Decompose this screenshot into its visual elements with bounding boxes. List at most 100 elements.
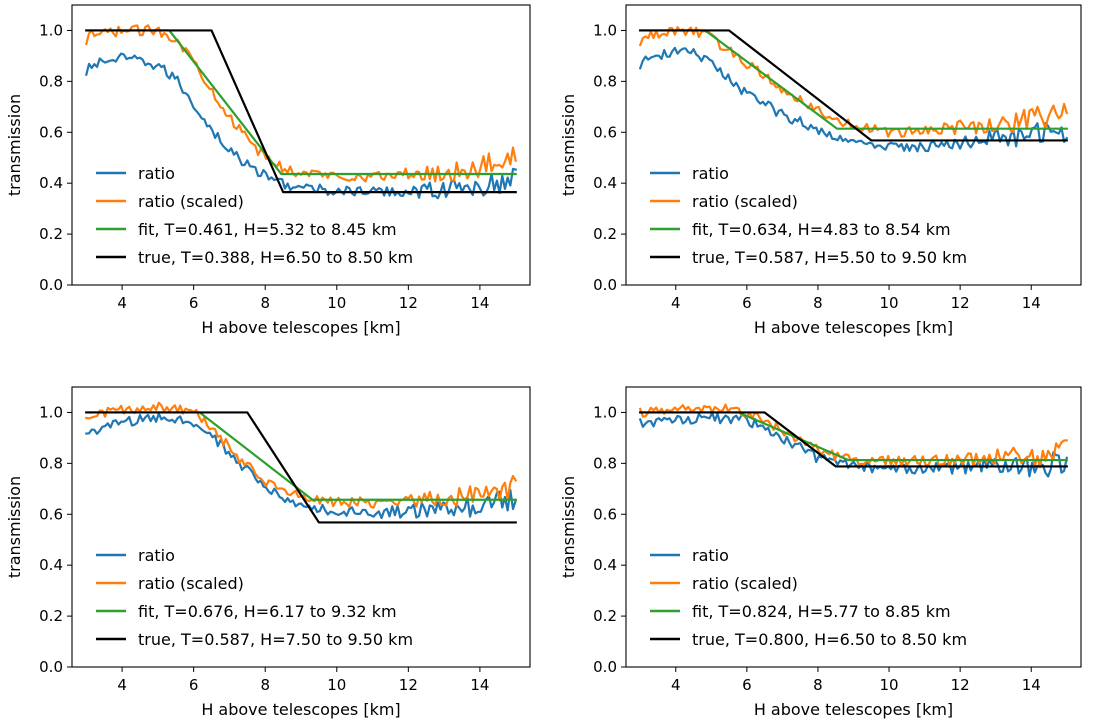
chart-panel-3: 4 6 8 10 12 14 0.0 0.2 0.4 0.6 0.8 1.0 H above teles… [5, 386, 531, 719]
y-tick-label: 0.8 [593, 454, 617, 472]
legend-entry: fit, T=0.676, H=6.17 to 9.32 km [138, 602, 397, 621]
series-group [638, 403, 1069, 478]
x-tick-label: 6 [189, 676, 199, 694]
y-tick-label: 0.2 [593, 225, 617, 243]
y-tick-label: 0.4 [593, 174, 617, 192]
y-tick-label: 1.0 [593, 21, 617, 39]
x-tick-label: 12 [399, 676, 418, 694]
series-line-1 [85, 412, 518, 520]
x-tick-label: 14 [470, 294, 489, 312]
legend-entry: ratio (scaled) [138, 574, 244, 593]
legend-entry: fit, T=0.824, H=5.77 to 8.85 km [692, 602, 951, 621]
legend: ratio ratio (scaled) fit, T=0.461, H=5.32 … [96, 164, 413, 267]
x-tick-label: 10 [327, 676, 346, 694]
legend-entry: ratio (scaled) [692, 574, 798, 593]
axes-frame [71, 4, 531, 286]
y-tick-label: 0.6 [39, 123, 63, 141]
legend-entry: true, T=0.388, H=6.50 to 8.50 km [138, 248, 413, 267]
x-tick-label: 10 [880, 294, 899, 312]
x-tick-label: 14 [1022, 676, 1041, 694]
x-tick-label: 8 [260, 676, 270, 694]
series-line-3 [639, 29, 1068, 130]
legend-entry: fit, T=0.634, H=4.83 to 8.54 km [692, 220, 951, 239]
y-tick-label: 0.2 [39, 607, 63, 625]
x-tick-label: 6 [742, 294, 752, 312]
y-tick-label: 0.8 [39, 72, 63, 90]
x-tick-label: 4 [117, 294, 127, 312]
axes-frame [625, 386, 1082, 668]
x-tick-label: 8 [260, 294, 270, 312]
series-line-4 [639, 29, 1068, 142]
y-tick-label: 1.0 [593, 403, 617, 421]
chart-panel-4: 4 6 8 10 12 14 0.0 0.2 0.4 0.6 0.8 1.0 H above teles… [559, 386, 1082, 719]
series-line-3 [639, 411, 1068, 462]
y-axis-label: transmission [559, 476, 578, 578]
x-tick-label: 4 [117, 676, 127, 694]
x-tick-label: 6 [742, 676, 752, 694]
legend-entry: true, T=0.587, H=5.50 to 9.50 km [692, 248, 967, 267]
legend-entry: fit, T=0.461, H=5.32 to 8.45 km [138, 220, 397, 239]
y-tick-label: 0.0 [593, 658, 617, 676]
axes-frame [625, 4, 1082, 286]
y-tick-label: 0.6 [593, 123, 617, 141]
series-line-1 [84, 52, 518, 200]
legend-entry: ratio [692, 546, 729, 565]
x-tick-label: 10 [327, 294, 346, 312]
legend-entry: ratio [138, 546, 175, 565]
y-tick-label: 0.2 [593, 607, 617, 625]
x-tick-label: 14 [1022, 294, 1041, 312]
series-line-2 [84, 24, 517, 183]
chart-panel-2: 4 6 8 10 12 14 0.0 0.2 0.4 0.6 0.8 1.0 H above teles… [559, 4, 1082, 337]
series-line-4 [85, 29, 517, 194]
series-group [85, 401, 518, 524]
y-tick-label: 0.4 [593, 556, 617, 574]
y-tick-label: 0.8 [593, 72, 617, 90]
series-group [84, 24, 518, 200]
x-tick-label: 6 [189, 294, 199, 312]
y-tick-label: 0.0 [39, 276, 63, 294]
y-tick-label: 0.6 [593, 505, 617, 523]
chart-panel-1: 4 6 8 10 12 14 0.0 0.2 0.4 0.6 0.8 1.0 H above teles… [5, 4, 531, 337]
legend: ratio ratio (scaled) fit, T=0.634, H=4.83 … [650, 164, 967, 267]
x-tick-label: 10 [880, 676, 899, 694]
x-tick-label: 12 [951, 676, 970, 694]
x-axis-label: H above telescopes [km] [201, 700, 400, 719]
series-group [638, 26, 1069, 153]
legend: ratio ratio (scaled) fit, T=0.676, H=6.17 … [96, 546, 413, 649]
y-tick-label: 0.8 [39, 454, 63, 472]
x-tick-label: 8 [813, 676, 823, 694]
x-tick-label: 4 [671, 294, 681, 312]
y-tick-label: 0.2 [39, 225, 63, 243]
y-tick-label: 0.0 [39, 658, 63, 676]
y-axis-label: transmission [5, 94, 24, 196]
y-tick-label: 0.0 [593, 276, 617, 294]
x-tick-label: 4 [671, 676, 681, 694]
legend-entry: ratio [138, 164, 175, 183]
series-line-4 [639, 411, 1068, 468]
legend-entry: true, T=0.587, H=7.50 to 9.50 km [138, 630, 413, 649]
series-line-2 [638, 26, 1069, 138]
series-line-3 [85, 29, 517, 176]
series-line-2 [638, 403, 1068, 469]
y-axis-label: transmission [559, 94, 578, 196]
legend: ratio ratio (scaled) fit, T=0.824, H=5.77 … [650, 546, 967, 649]
x-tick-label: 12 [399, 294, 418, 312]
y-tick-label: 1.0 [39, 403, 63, 421]
legend-entry: ratio (scaled) [692, 192, 798, 211]
legend-entry: ratio (scaled) [138, 192, 244, 211]
series-line-1 [638, 46, 1069, 153]
y-tick-label: 0.4 [39, 556, 63, 574]
series-line-4 [85, 411, 517, 524]
x-axis-label: H above telescopes [km] [754, 700, 953, 719]
x-tick-label: 8 [813, 294, 823, 312]
legend-entry: true, T=0.800, H=6.50 to 8.50 km [692, 630, 967, 649]
x-axis-label: H above telescopes [km] [201, 318, 400, 337]
series-line-3 [85, 411, 517, 501]
y-tick-label: 0.6 [39, 505, 63, 523]
y-tick-label: 1.0 [39, 21, 63, 39]
x-axis-label: H above telescopes [km] [754, 318, 953, 337]
y-tick-label: 0.4 [39, 174, 63, 192]
x-tick-label: 12 [951, 294, 970, 312]
x-tick-label: 14 [470, 676, 489, 694]
